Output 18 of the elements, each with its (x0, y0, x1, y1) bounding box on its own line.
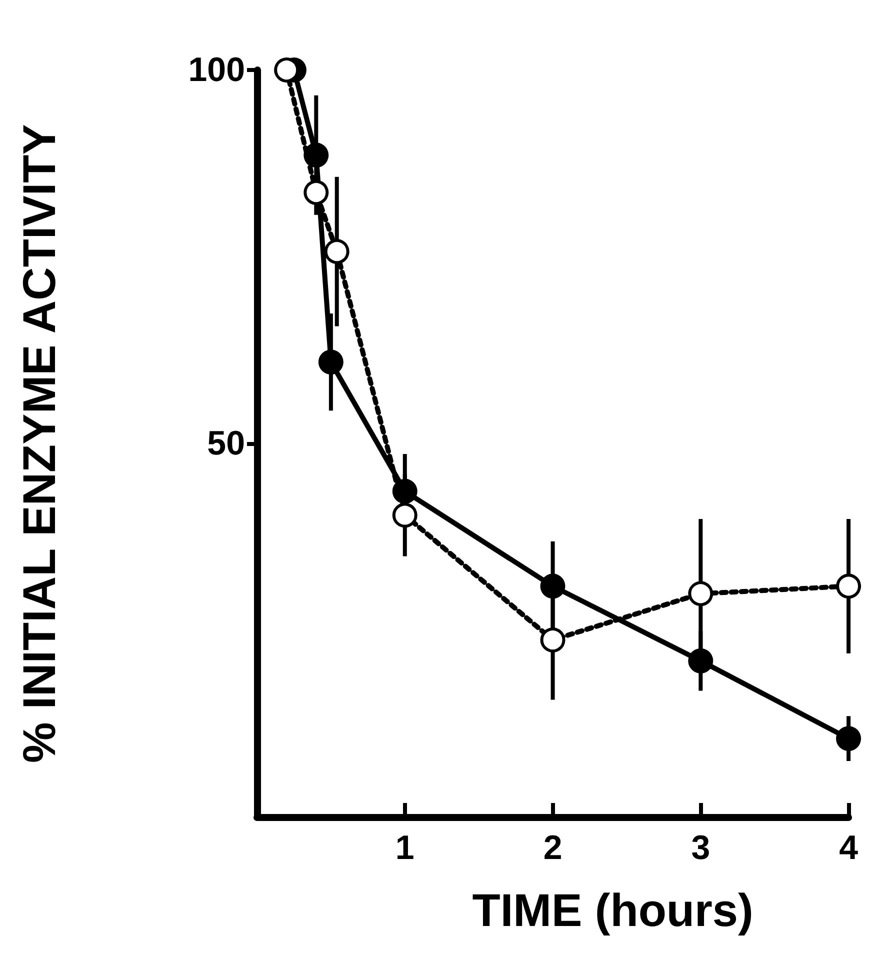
point (318, 350, 344, 375)
point (688, 648, 714, 674)
point (836, 574, 861, 599)
x-axis-title: TIME (hours) (472, 884, 754, 936)
point (304, 180, 329, 205)
y-tick-label: 100 (188, 51, 245, 89)
point (540, 574, 566, 599)
x-tick-label: 3 (691, 829, 710, 867)
point (392, 502, 418, 528)
x-tick-label: 1 (395, 829, 414, 867)
point (688, 581, 714, 606)
point (324, 239, 350, 264)
x-tick-label: 4 (839, 829, 858, 867)
y-tick-label: 50 (207, 424, 245, 462)
x-tick-label: 2 (543, 829, 562, 867)
y-axis-title: % INITIAL ENZYME ACTIVITY (13, 124, 65, 763)
point (836, 726, 861, 752)
point (540, 627, 566, 652)
